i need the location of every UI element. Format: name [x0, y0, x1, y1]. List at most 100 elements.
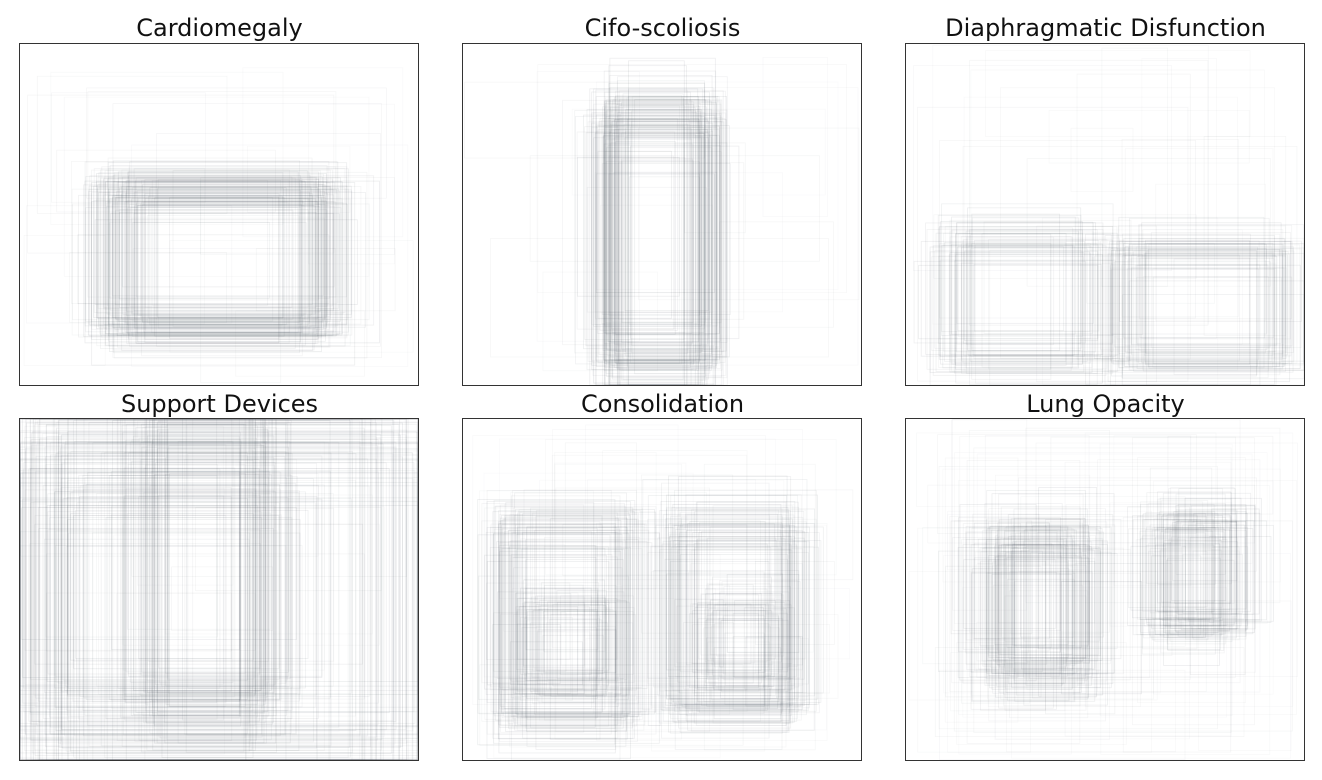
bounding-box: [697, 539, 780, 703]
bounding-box: [489, 547, 631, 691]
bounding-box: [49, 517, 263, 735]
bounding-box: [20, 531, 241, 706]
bounding-box: [597, 126, 720, 334]
bounding-box: [1180, 521, 1238, 630]
bounding-box: [154, 444, 241, 727]
bounding-box: [913, 260, 1086, 344]
bounding-box: [621, 102, 717, 350]
bounding-box: [1164, 528, 1254, 635]
bounding-box: [498, 510, 634, 740]
bounding-box: [115, 209, 294, 320]
bounding-box: [1140, 538, 1220, 633]
bounding-box: [709, 600, 776, 660]
bounding-box: [73, 420, 351, 758]
bounding-box-outlier: [1101, 47, 1169, 287]
bounding-box: [594, 133, 706, 326]
bounding-box: [45, 456, 403, 748]
bounding-box: [628, 176, 700, 325]
bounding-box: [701, 531, 805, 706]
bounding-box: [998, 544, 1054, 709]
bounding-box: [83, 483, 268, 698]
bounding-box-outlier: [555, 487, 711, 733]
bounding-box: [1010, 518, 1086, 659]
bounding-box: [66, 505, 276, 697]
bounding-box: [122, 176, 317, 335]
bounding-box: [938, 255, 1093, 368]
bounding-box: [547, 601, 610, 671]
bounding-box: [949, 219, 1132, 361]
bounding-box: [1023, 529, 1100, 642]
bounding-box: [545, 622, 634, 691]
bounding-box: [115, 198, 343, 336]
bounding-box: [685, 513, 779, 709]
bounding-box: [692, 532, 820, 714]
bounding-box: [1023, 546, 1101, 678]
bounding-box: [662, 540, 810, 709]
bounding-box: [935, 232, 1118, 372]
bounding-box: [973, 557, 1074, 671]
bounding-box: [531, 512, 639, 704]
bounding-box: [926, 229, 1104, 370]
bounding-box: [500, 520, 622, 727]
bounding-box: [122, 431, 241, 700]
bounding-box: [157, 187, 285, 318]
bounding-box: [1148, 243, 1283, 369]
bounding-box: [605, 99, 706, 377]
bounding-box: [138, 437, 258, 741]
bounding-box-outlier: [719, 221, 834, 328]
bounding-box: [694, 548, 804, 693]
bounding-box: [657, 537, 777, 696]
bounding-box: [78, 474, 218, 720]
bounding-box: [67, 532, 301, 690]
bounding-box: [61, 443, 384, 760]
bounding-box: [1159, 531, 1225, 629]
bounding-box: [683, 526, 810, 705]
bounding-box-outlier: [56, 149, 276, 213]
bounding-box: [609, 106, 698, 358]
bounding-box: [484, 507, 643, 720]
bounding-box: [121, 169, 290, 333]
bounding-box: [616, 119, 710, 369]
bounding-box: [1145, 257, 1270, 354]
bounding-box-outlier: [131, 439, 408, 577]
bounding-box: [529, 598, 621, 681]
bounding-box: [516, 533, 623, 715]
bounding-box: [103, 178, 303, 325]
bounding-box: [1184, 497, 1262, 622]
bounding-box: [713, 647, 782, 720]
bounding-box: [1175, 521, 1247, 633]
bounding-box: [619, 99, 700, 385]
bounding-box: [97, 188, 339, 309]
bounding-box: [703, 608, 759, 686]
bounding-box: [517, 512, 619, 726]
bounding-box: [1140, 501, 1204, 621]
bounding-box: [118, 209, 328, 328]
bounding-box: [109, 198, 322, 352]
bounding-box: [154, 419, 277, 744]
bounding-box: [995, 537, 1088, 659]
bounding-box: [621, 132, 704, 381]
bounding-box: [526, 615, 601, 678]
bounding-box: [39, 419, 373, 760]
bounding-box: [82, 488, 281, 737]
bounding-box-outlier: [1086, 243, 1215, 304]
bounding-box: [1110, 243, 1275, 362]
bounding-box: [989, 526, 1112, 689]
bounding-box: [626, 134, 720, 335]
bounding-box: [620, 113, 722, 385]
bounding-box: [539, 605, 607, 697]
bounding-box-outlier: [638, 127, 860, 301]
bounding-box: [165, 473, 260, 674]
bounding-box: [1154, 529, 1233, 642]
bounding-box: [998, 545, 1081, 694]
bounding-box: [582, 114, 721, 350]
bounding-box-outlier: [509, 514, 787, 748]
bounding-box: [1114, 261, 1271, 348]
bounding-box: [696, 501, 799, 713]
bounding-box: [116, 419, 233, 742]
bounding-box: [65, 546, 251, 752]
bounding-box: [523, 592, 579, 676]
bounding-box: [685, 544, 792, 717]
bounding-box: [1093, 255, 1287, 359]
bounding-box: [706, 537, 805, 680]
